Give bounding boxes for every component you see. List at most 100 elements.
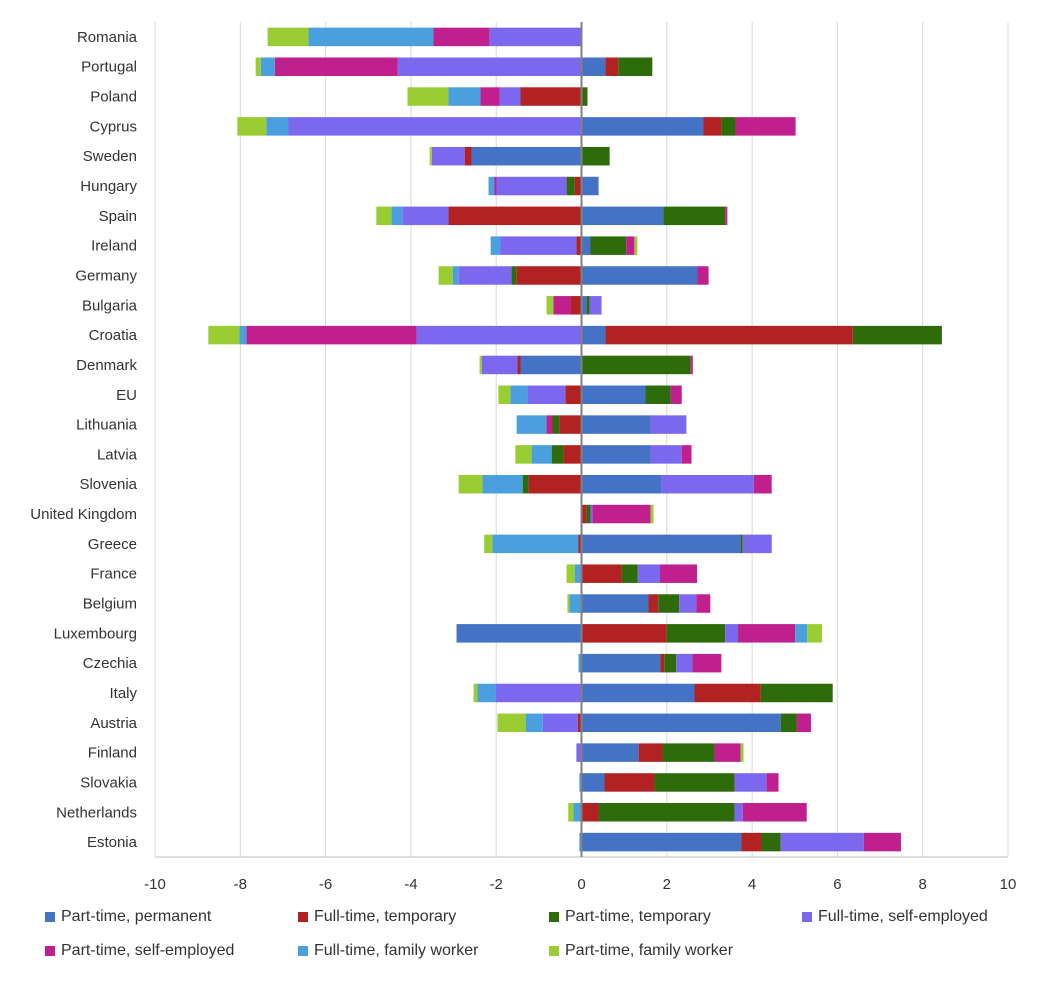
bar-full-time-self-employed <box>416 325 582 345</box>
legend-swatch <box>45 946 55 956</box>
bar-part-time-family-worker <box>237 117 267 136</box>
bar-full-time-family-worker <box>492 534 579 554</box>
bar-full-time-self-employed <box>402 206 449 226</box>
bar-full-time-self-employed <box>734 803 743 822</box>
bar-part-time-family-worker <box>546 296 554 315</box>
bar-full-time-self-employed <box>725 624 739 643</box>
bar-full-time-self-employed <box>495 683 582 703</box>
bar-part-time-temporary <box>581 355 691 375</box>
legend-label: Part-time, permanent <box>61 908 212 925</box>
x-tick-label: 0 <box>577 876 585 893</box>
bar-part-time-temporary <box>618 57 653 76</box>
x-tick-label: 6 <box>833 876 841 893</box>
bar-part-time-temporary <box>590 236 627 255</box>
bar-part-time-permanent <box>581 206 664 226</box>
bar-part-time-self-employed <box>863 832 901 852</box>
category-label: Cyprus <box>89 118 137 135</box>
bar-full-time-family-worker <box>579 773 582 792</box>
category-label: Greece <box>88 536 137 553</box>
bar-full-time-temporary <box>559 415 582 434</box>
bar-full-time-self-employed <box>496 176 567 196</box>
bar-part-time-temporary <box>761 832 781 852</box>
bar-full-time-family-worker <box>239 325 247 345</box>
x-tick-label: -4 <box>404 876 417 893</box>
bar-part-time-family-worker <box>515 445 532 464</box>
bar-full-time-family-worker <box>448 87 481 106</box>
bar-part-time-temporary <box>621 564 638 583</box>
bar-full-time-family-worker <box>579 832 582 852</box>
x-tick-label: 4 <box>748 876 756 893</box>
category-label: Austria <box>90 715 137 732</box>
bar-full-time-self-employed <box>576 743 582 762</box>
bar-part-time-permanent <box>581 832 742 852</box>
category-label: Sweden <box>83 148 137 165</box>
category-label: Germany <box>75 267 137 284</box>
bar-part-time-temporary <box>780 713 797 733</box>
bar-full-time-family-worker <box>488 176 495 196</box>
bar-part-time-temporary <box>522 474 529 494</box>
bar-part-time-self-employed <box>692 653 722 673</box>
bar-part-time-temporary <box>658 594 680 613</box>
bar-full-time-self-employed <box>499 87 521 106</box>
bar-part-time-temporary <box>581 87 588 106</box>
category-label: Portugal <box>81 59 137 76</box>
bar-part-time-self-employed <box>697 266 709 285</box>
bar-full-time-temporary <box>605 325 853 345</box>
legend-swatch <box>298 946 308 956</box>
category-label: Finland <box>88 745 137 762</box>
category-label: Slovakia <box>80 774 137 791</box>
bar-full-time-temporary <box>448 206 582 226</box>
bar-full-time-temporary <box>520 87 582 106</box>
category-label: Czechia <box>83 655 138 672</box>
bar-full-time-temporary <box>581 504 587 524</box>
legend-item: Part-time, temporary <box>549 908 711 926</box>
bar-part-time-permanent <box>456 624 582 643</box>
legend-label: Part-time, temporary <box>565 908 711 925</box>
bar-full-time-family-worker <box>308 27 434 47</box>
chart-plot: -10 -8 -6 -4 -2 0 2 4 6 8 10 Romania Portugal Poland C… <box>30 22 1016 893</box>
bar-part-time-family-worker <box>650 504 654 524</box>
bar-part-time-permanent <box>581 773 605 792</box>
bar-part-time-self-employed <box>553 296 571 315</box>
legend-item: Full-time, family worker <box>298 942 478 960</box>
bar-full-time-self-employed <box>590 504 593 524</box>
bar-part-time-family-worker <box>567 594 570 613</box>
bar-part-time-self-employed <box>480 87 500 106</box>
bar-part-time-temporary <box>566 176 575 196</box>
bar-part-time-self-employed <box>546 415 553 434</box>
category-label: Croatia <box>89 327 138 344</box>
category-label: Denmark <box>76 357 137 374</box>
x-tick-label: 8 <box>919 876 927 893</box>
bar-part-time-self-employed <box>796 713 811 733</box>
bar-full-time-self-employed <box>527 385 566 405</box>
bar-part-time-family-worker <box>255 57 261 76</box>
bar-full-time-family-worker <box>573 803 582 822</box>
bar-part-time-permanent <box>581 415 651 434</box>
bar-part-time-self-employed <box>753 474 772 494</box>
bar-part-time-self-employed <box>681 445 692 464</box>
bar-part-time-permanent <box>581 594 649 613</box>
bar-full-time-temporary <box>638 743 663 762</box>
bar-part-time-self-employed <box>735 117 796 136</box>
bar-part-time-family-worker <box>484 534 493 554</box>
legend-item: Part-time, permanent <box>45 908 211 926</box>
bar-part-time-family-worker <box>498 385 511 405</box>
bar-part-time-self-employed <box>725 206 728 226</box>
bar-full-time-temporary <box>574 176 582 196</box>
bar-full-time-temporary <box>581 624 667 643</box>
bar-full-time-self-employed <box>661 474 754 494</box>
bar-part-time-self-employed <box>494 176 497 196</box>
bar-part-time-temporary <box>740 534 743 554</box>
bar-part-time-temporary <box>663 206 726 226</box>
bar-full-time-family-worker <box>525 713 543 733</box>
bar-part-time-self-employed <box>592 504 651 524</box>
bar-full-time-family-worker <box>490 236 501 255</box>
bar-part-time-permanent <box>581 176 599 196</box>
bar-part-time-permanent <box>581 266 698 285</box>
bar-part-time-family-worker <box>568 803 574 822</box>
bar-full-time-family-worker <box>482 474 523 494</box>
bar-full-time-family-worker <box>477 683 496 703</box>
bar-part-time-self-employed <box>742 803 807 822</box>
bar-part-time-family-worker <box>497 713 526 733</box>
